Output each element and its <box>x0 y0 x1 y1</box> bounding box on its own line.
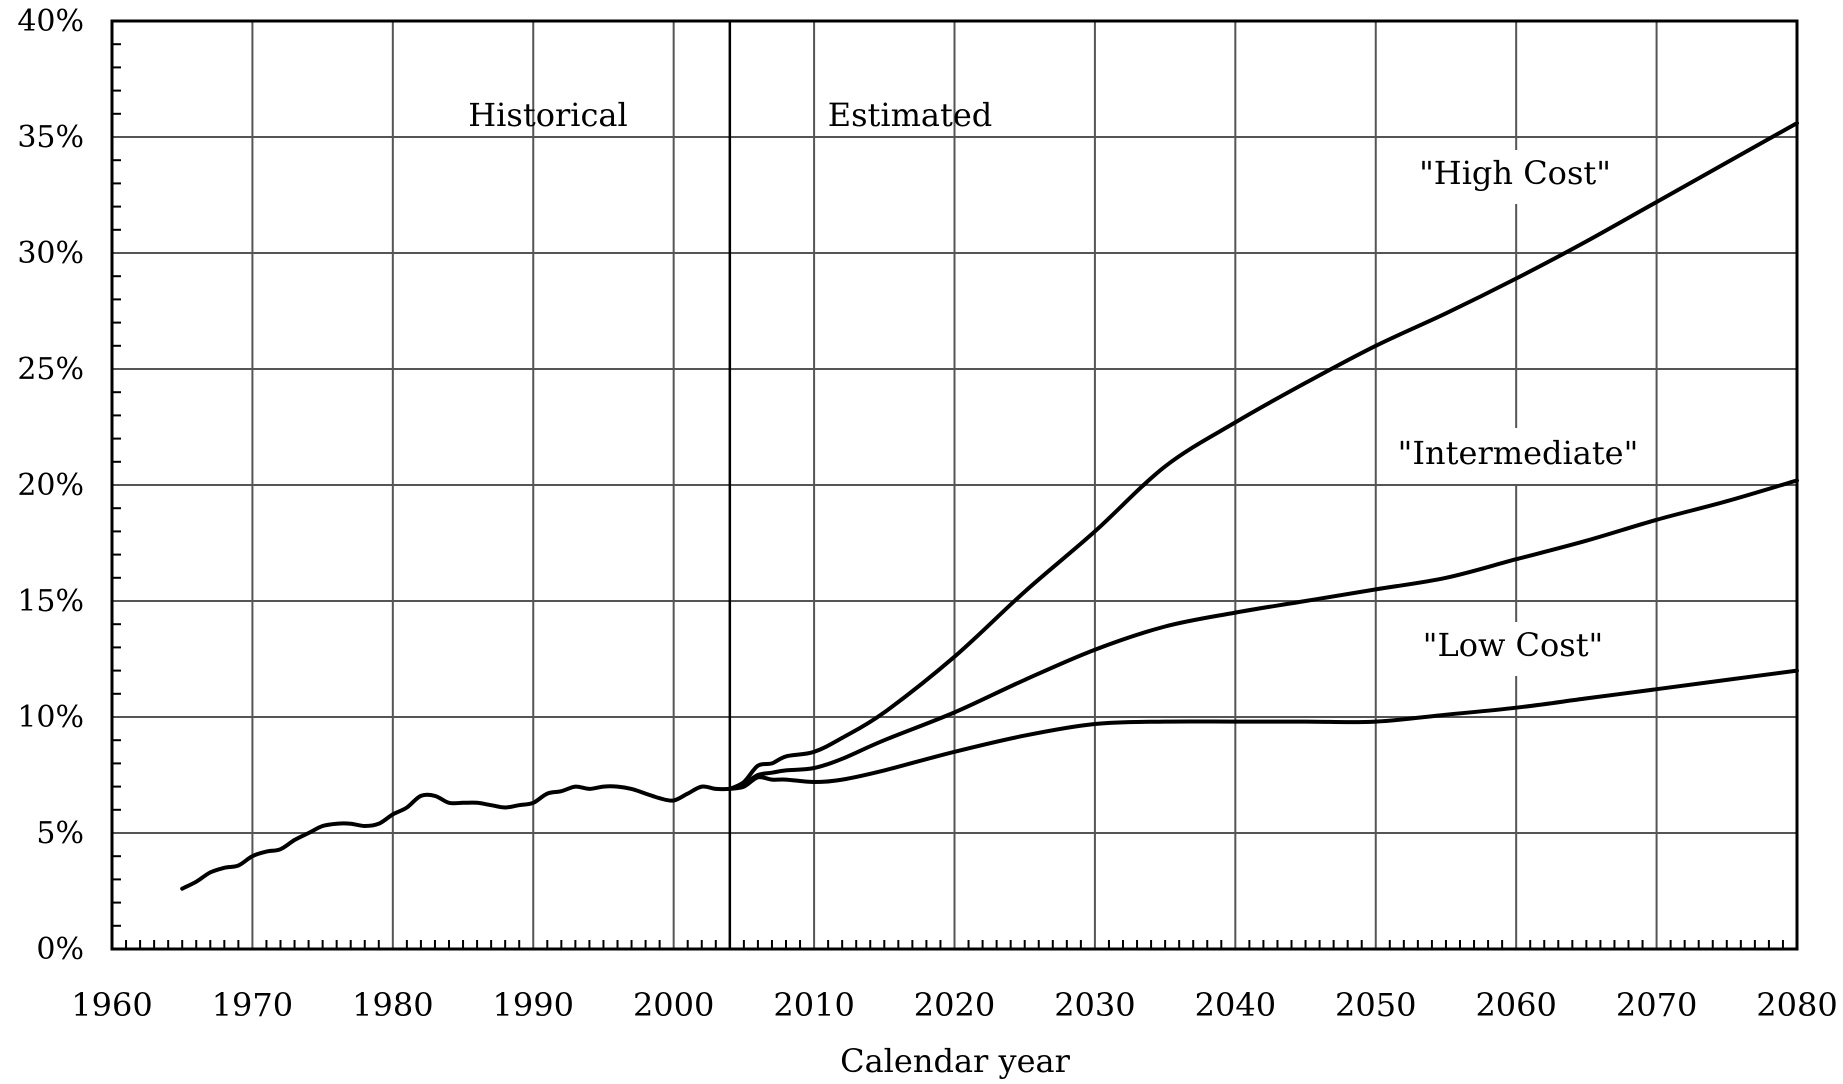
x-tick-label: 2050 <box>1335 986 1416 1024</box>
x-axis-label: Calendar year <box>840 1042 1070 1080</box>
x-tick-label: 2040 <box>1195 986 1276 1024</box>
x-tick-label: 2000 <box>633 986 714 1024</box>
series-line-intermediate <box>727 478 1799 791</box>
region-label-historical: Historical <box>468 96 627 134</box>
series-label-low-cost: "Low Cost" <box>1423 626 1604 664</box>
y-tick-label: 40% <box>17 4 84 39</box>
y-tick-label: 20% <box>17 468 84 503</box>
x-tick-label: 2080 <box>1756 986 1837 1024</box>
x-tick-label: 2020 <box>914 986 995 1024</box>
x-tick-label: 2070 <box>1616 986 1697 1024</box>
grid <box>112 21 1797 949</box>
y-tick-label: 30% <box>17 236 84 271</box>
x-tick-label: 2010 <box>773 986 854 1024</box>
series-label-high-cost: "High Cost" <box>1419 154 1611 192</box>
plot-frame <box>110 19 1799 951</box>
region-label-estimated: Estimated <box>828 96 993 134</box>
series-line-high-cost <box>727 121 1799 791</box>
y-tick-label: 5% <box>36 816 84 851</box>
y-tick-label: 0% <box>36 932 84 967</box>
y-tick-label: 15% <box>17 584 84 619</box>
x-tick-label: 1960 <box>71 986 152 1024</box>
x-tick-label: 2030 <box>1054 986 1135 1024</box>
series-label-intermediate: "Intermediate" <box>1398 434 1639 472</box>
x-tick-label: 1990 <box>493 986 574 1024</box>
y-tick-label: 10% <box>17 700 84 735</box>
y-axis-ticks: 0% 5% 10% 15% 20% 25% 30% 35% 40% <box>17 4 84 967</box>
annotations: Historical Estimated <box>468 96 992 134</box>
x-axis-ticks: 1960 1970 1980 1990 2000 2010 2020 2030 2040 2050… <box>71 986 1837 1024</box>
x-tick-label: 2060 <box>1475 986 1556 1024</box>
series-labels: "High Cost" "Intermediate" "Low Cost" <box>1385 150 1650 676</box>
y-tick-label: 35% <box>17 120 84 155</box>
y-tick-label: 25% <box>17 352 84 387</box>
series-line-historical <box>180 784 732 891</box>
x-tick-label: 1980 <box>352 986 433 1024</box>
series-line-low-cost <box>727 668 1799 791</box>
series-group <box>180 121 1799 891</box>
x-tick-label: 1970 <box>212 986 293 1024</box>
